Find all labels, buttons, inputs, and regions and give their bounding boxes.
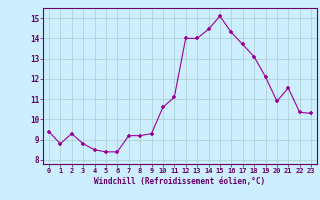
X-axis label: Windchill (Refroidissement éolien,°C): Windchill (Refroidissement éolien,°C)	[94, 177, 266, 186]
